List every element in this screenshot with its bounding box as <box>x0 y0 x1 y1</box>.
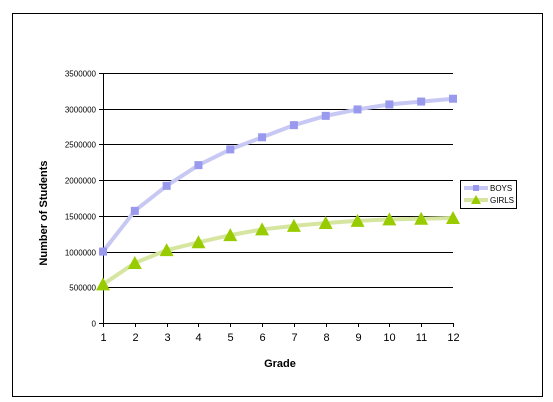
x-tick-label: 1 <box>100 332 106 344</box>
y-axis-title: Number of Students <box>38 160 50 265</box>
girls-point <box>127 256 142 269</box>
x-tick-label: 3 <box>164 332 170 344</box>
x-tick-label: 10 <box>383 332 395 344</box>
girls-point <box>96 277 110 291</box>
series-layer <box>96 94 460 291</box>
boys-point <box>258 133 267 142</box>
girls-point <box>446 211 460 224</box>
girls-line <box>101 216 455 287</box>
boys-point <box>99 247 107 256</box>
x-tick-label: 12 <box>447 332 459 344</box>
girls-point <box>350 213 365 227</box>
girls-legend-marker <box>471 195 481 204</box>
boys-line <box>101 96 455 254</box>
x-tick-label: 5 <box>227 332 233 344</box>
x-tick-label: 7 <box>291 332 297 344</box>
boys-point <box>353 105 362 114</box>
girls-point <box>159 243 174 257</box>
x-axis-title: Grade <box>264 358 296 370</box>
boys-point <box>321 111 330 120</box>
x-tick-label: 9 <box>355 332 361 344</box>
y-tick-label: 1000000 <box>65 249 97 258</box>
y-tick-label: 3000000 <box>65 106 97 115</box>
legend: BOYS GIRLS <box>460 180 517 209</box>
legend-box <box>460 180 517 209</box>
y-tick-label: 3500000 <box>65 70 97 79</box>
boys-point <box>130 206 139 215</box>
y-tick-label: 0 <box>92 320 97 329</box>
y-tick-label: 500000 <box>69 284 96 293</box>
boys-point <box>417 97 426 106</box>
boys-point <box>385 100 394 109</box>
x-tick-label: 8 <box>323 332 329 344</box>
girls-point <box>191 235 206 249</box>
girls-point <box>318 216 333 229</box>
x-tick-label: 11 <box>416 332 427 344</box>
boys-point <box>194 161 203 170</box>
x-tick-label: 6 <box>259 332 265 344</box>
boys-legend-marker <box>473 185 479 191</box>
boys-series <box>99 94 457 256</box>
boys-point <box>289 121 298 130</box>
girls-point <box>255 222 270 236</box>
x-tick-label: 2 <box>132 332 138 344</box>
y-tick-label: 2000000 <box>65 177 97 186</box>
girls-point <box>286 218 301 232</box>
girls-point <box>382 212 397 226</box>
girls-point <box>223 228 238 242</box>
chart-border <box>12 13 543 397</box>
x-tick-label: 4 <box>195 332 201 344</box>
girls-series <box>96 211 460 291</box>
boys-point <box>226 145 235 154</box>
y-tick-label: 1500000 <box>65 213 97 222</box>
girls-legend-label: GIRLS <box>490 196 514 205</box>
boys-point <box>162 181 171 190</box>
y-tick-label: 2500000 <box>65 141 97 150</box>
girls-point <box>414 211 429 225</box>
boys-point <box>449 94 457 103</box>
boys-legend-label: BOYS <box>490 184 512 193</box>
